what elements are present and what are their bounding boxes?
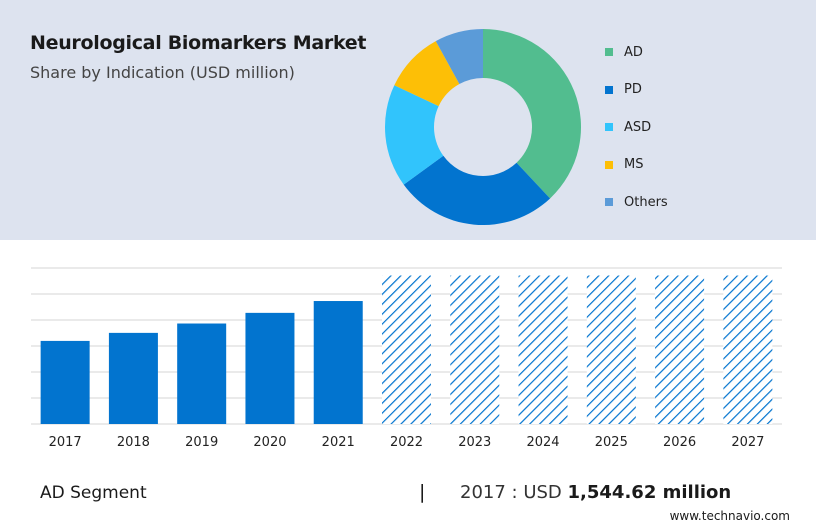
value-line: 2017 : USD 1,544.62 million xyxy=(460,482,731,503)
donut-slice-ad xyxy=(483,29,581,199)
legend-swatch xyxy=(605,48,613,56)
bar-2023 xyxy=(450,275,500,424)
donut-slice-ms xyxy=(394,41,460,107)
x-tick-label-2026: 2026 xyxy=(663,435,696,450)
value-year: 2017 : USD xyxy=(460,482,562,503)
legend-swatch xyxy=(605,123,613,131)
donut-slice-asd xyxy=(385,85,444,185)
legend-label: MS xyxy=(624,157,644,172)
donut-chart xyxy=(385,29,581,226)
chart-subtitle: Share by Indication (USD million) xyxy=(30,63,295,82)
legend-item-asd: ASD xyxy=(605,117,651,137)
bar-2018 xyxy=(108,332,158,424)
legend-swatch xyxy=(605,198,613,206)
legend-item-pd: PD xyxy=(605,80,642,100)
chart-title: Neurological Biomarkers Market xyxy=(30,32,367,54)
bar-2021 xyxy=(313,301,363,424)
separator: | xyxy=(419,481,426,503)
segment-label: AD Segment xyxy=(40,483,147,503)
legend-label: AD xyxy=(624,44,643,60)
x-tick-label-2021: 2021 xyxy=(322,435,355,450)
legend-item-others: Others xyxy=(605,192,668,212)
x-tick-label-2019: 2019 xyxy=(185,435,218,450)
x-tick-label-2023: 2023 xyxy=(458,435,491,450)
legend-swatch xyxy=(605,160,613,169)
donut-slice-pd xyxy=(403,155,551,226)
x-tick-label-2017: 2017 xyxy=(49,435,82,450)
x-tick-label-2020: 2020 xyxy=(253,435,286,450)
bar-2017 xyxy=(40,340,90,424)
x-tick-label-2022: 2022 xyxy=(390,435,423,450)
bar-2025 xyxy=(586,275,636,424)
legend-swatch xyxy=(605,85,613,94)
legend-label: Others xyxy=(624,194,668,210)
bar-2019 xyxy=(177,323,227,424)
legend-item-ad: AD xyxy=(605,42,643,62)
bar-2022 xyxy=(382,275,431,424)
donut-slice-others xyxy=(435,29,483,85)
legend-item-ms: MS xyxy=(605,155,643,175)
bar-chart: 2017 2018 2019 2020 2021 2022 2023 2024 2025 2026… xyxy=(31,267,782,450)
bar-2026 xyxy=(655,275,705,424)
bar-2024 xyxy=(518,275,568,424)
x-tick-label-2027: 2027 xyxy=(731,435,764,450)
source-url: www.technavio.com xyxy=(669,509,790,523)
x-tick-label-2018: 2018 xyxy=(117,435,150,450)
value-amount: 1,544.62 million xyxy=(567,482,732,503)
x-tick-label-2025: 2025 xyxy=(595,435,628,450)
x-tick-label-2024: 2024 xyxy=(526,435,559,450)
bar-2020 xyxy=(245,312,295,424)
legend-label: ASD xyxy=(624,119,652,135)
legend-label: PD xyxy=(624,82,642,97)
bar-2027 xyxy=(723,275,773,424)
